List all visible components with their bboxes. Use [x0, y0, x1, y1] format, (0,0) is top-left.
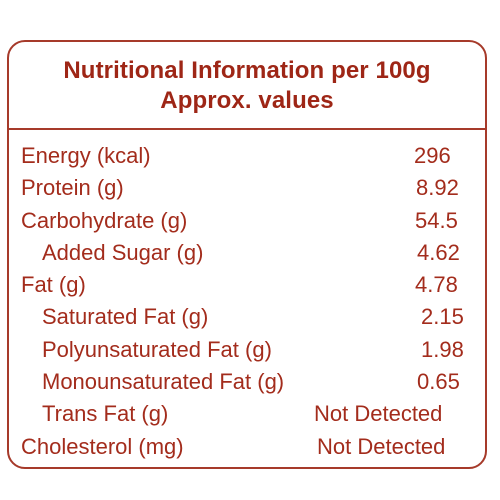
header-subtitle: Approx. values [160, 87, 334, 114]
row-value: Not Detected [317, 433, 446, 459]
nutrition-header: Nutritional Information per 100g Approx.… [9, 42, 485, 130]
header-title: Nutritional Information per 100g [63, 57, 431, 84]
nutrition-rows: Energy (kcal) 296 Protein (g) 8.92 Carbo… [21, 140, 473, 463]
row-value: 2.15 [421, 304, 464, 330]
row-carbohydrate: Carbohydrate (g) 54.5 [21, 205, 473, 237]
row-label: Cholesterol (mg) [21, 433, 184, 459]
row-added-sugar: Added Sugar (g) 4.62 [21, 237, 473, 269]
row-label: Added Sugar (g) [42, 239, 204, 265]
row-protein: Protein (g) 8.92 [21, 172, 473, 204]
row-saturated-fat: Saturated Fat (g) 2.15 [21, 301, 473, 333]
row-label: Polyunsaturated Fat (g) [42, 336, 272, 362]
row-value: 4.62 [417, 239, 460, 265]
row-label: Monounsaturated Fat (g) [42, 369, 285, 395]
row-value: 54.5 [415, 207, 458, 233]
row-value: 0.65 [417, 369, 460, 395]
nutrition-panel: Nutritional Information per 100g Approx.… [7, 40, 487, 469]
row-label: Fat (g) [21, 272, 86, 298]
row-value: 1.98 [421, 336, 464, 362]
row-monounsaturated-fat: Monounsaturated Fat (g) 0.65 [21, 366, 473, 398]
row-label: Carbohydrate (g) [21, 207, 188, 233]
row-label: Energy (kcal) [21, 143, 151, 168]
row-trans-fat: Trans Fat (g) Not Detected [21, 398, 473, 430]
row-label: Saturated Fat (g) [42, 304, 209, 330]
row-value: 8.92 [416, 175, 459, 201]
row-cholesterol: Cholesterol (mg) Not Detected [21, 431, 473, 463]
row-value: Not Detected [314, 401, 443, 427]
row-value: 296 [414, 143, 451, 168]
row-fat: Fat (g) 4.78 [21, 269, 473, 301]
row-value: 4.78 [415, 272, 458, 298]
row-label: Trans Fat (g) [42, 401, 169, 427]
row-polyunsaturated-fat: Polyunsaturated Fat (g) 1.98 [21, 334, 473, 366]
row-energy: Energy (kcal) 296 [21, 140, 473, 172]
row-label: Protein (g) [21, 175, 124, 201]
